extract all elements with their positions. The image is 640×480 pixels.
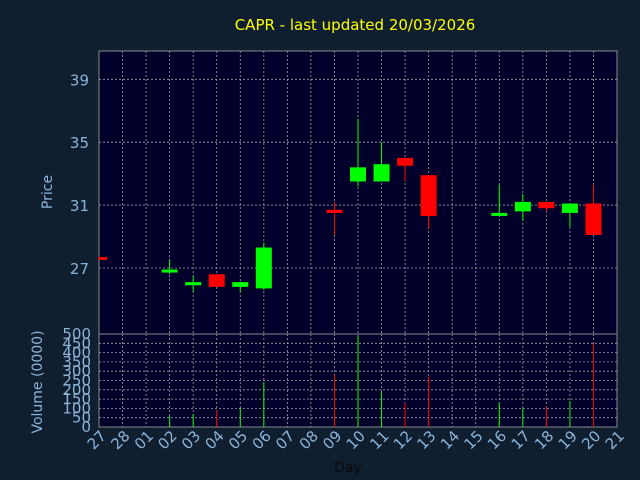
candle-body (161, 269, 178, 273)
volume-tick-label: 150 (62, 390, 91, 408)
candle-body (255, 247, 272, 289)
candle (373, 142, 390, 182)
price-tick-label: 27 (70, 260, 89, 278)
price-axis-label: Price (40, 175, 56, 209)
candle (561, 203, 578, 228)
candle-body (99, 256, 107, 260)
candle (514, 194, 531, 221)
candle-body (208, 274, 225, 287)
candle-body (561, 203, 578, 213)
candle-body (373, 164, 390, 182)
candle (491, 184, 508, 217)
candle-body (232, 282, 249, 287)
candle-body (420, 175, 437, 217)
volume-axis-label: Volume (0000) (30, 330, 46, 433)
candle (232, 282, 249, 292)
chart-title: CAPR - last updated 20/03/2026 (235, 16, 476, 34)
candle (98, 256, 107, 260)
candle (326, 201, 343, 235)
candle (420, 175, 437, 229)
candle-body (514, 201, 531, 212)
volume-tick-label: 450 (62, 334, 91, 352)
volume-tick-label: 400 (62, 344, 91, 362)
candle (161, 260, 178, 275)
candle (350, 118, 366, 187)
volume-tick-label: 0 (81, 418, 91, 436)
candle-body (397, 157, 414, 166)
candle-body (350, 167, 366, 182)
volume-tick-label: 50 (72, 409, 91, 427)
candle-body (491, 212, 508, 216)
price-tick-label: 31 (70, 197, 89, 215)
volume-tick-label: 100 (62, 399, 91, 417)
x-axis-label: Day (334, 460, 362, 476)
candle-body (326, 209, 343, 213)
candle-body (538, 201, 555, 209)
price-tick-label: 35 (70, 134, 89, 152)
candle (185, 275, 202, 292)
candle (538, 201, 555, 212)
candle-body (185, 282, 202, 286)
candle (397, 157, 414, 182)
volume-tick-label: 500 (62, 325, 91, 343)
candle-body (585, 203, 602, 235)
candle (255, 242, 272, 290)
price-panel: 27 31 35 39 (70, 50, 618, 335)
volume-tick-label: 350 (62, 353, 91, 371)
price-tick-label: 39 (70, 71, 89, 89)
volume-tick-label: 250 (62, 372, 91, 390)
volume-tick-label: 300 (62, 362, 91, 380)
candle (208, 274, 225, 287)
volume-tick-label: 200 (62, 381, 91, 399)
candle (585, 184, 602, 235)
